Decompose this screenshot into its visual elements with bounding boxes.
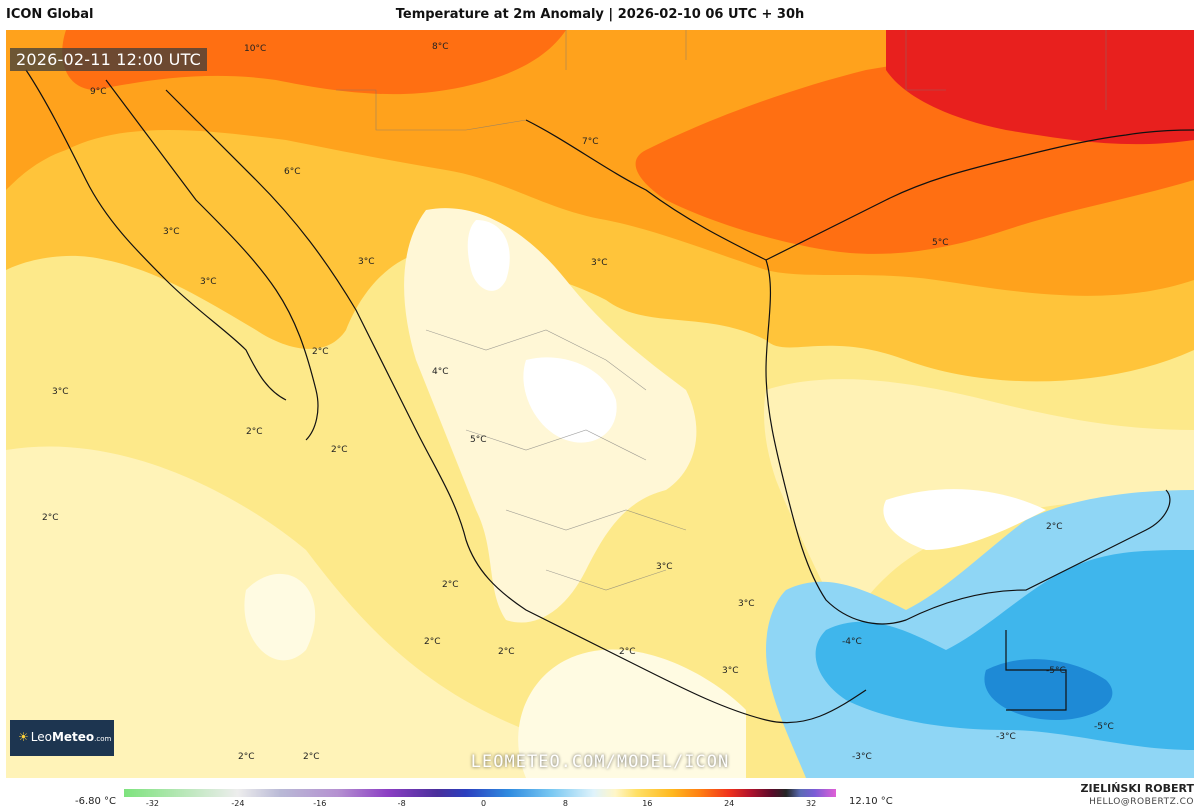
pacific-pale-south — [518, 649, 746, 778]
author-name: ZIELIŃSKI ROBERT — [1080, 782, 1194, 795]
baja-west-coast — [25, 69, 287, 401]
temp-label: 3°C — [722, 666, 739, 676]
white-transition-patch — [883, 489, 1046, 550]
coastlines — [25, 69, 1194, 724]
logo-prefix: Leo — [30, 730, 52, 744]
scale-tick: -24 — [231, 799, 245, 808]
temp-label: 5°C — [470, 435, 487, 445]
legend-max-value: 12.10 °C — [849, 796, 893, 807]
hot-red-core — [886, 30, 1194, 145]
us-gulf-coast — [765, 129, 1194, 261]
scale-tick: 32 — [805, 799, 817, 808]
temp-label: 2°C — [312, 347, 329, 357]
temp-label: 9°C — [90, 87, 107, 97]
mexican-state-borders — [425, 329, 687, 591]
temp-label: 2°C — [424, 637, 441, 647]
scale-tick: 24 — [724, 799, 735, 808]
us-state-borders — [565, 30, 1107, 110]
temp-label: 3°C — [591, 258, 608, 268]
logo-suffix: Meteo — [51, 730, 95, 744]
scale-tick: 0 — [481, 799, 487, 808]
legend-footer: -6.80 °C -32 -24 -16 -8 0 8 16 24 32 12.… — [0, 778, 1200, 812]
temp-label: 2°C — [303, 752, 320, 762]
us-mexico-border — [336, 89, 527, 131]
baja-east-coast — [105, 79, 319, 441]
temp-label: 2°C — [442, 580, 459, 590]
temp-label: -3°C — [852, 752, 872, 762]
temp-label: 3°C — [200, 277, 217, 287]
anomaly-map: 2026-02-11 12:00 UTC 10°C 8°C 9°C 7°C 6°… — [6, 30, 1194, 778]
chart-header: ICON Global Temperature at 2m Anomaly | … — [0, 0, 1200, 30]
valid-time-badge: 2026-02-11 12:00 UTC — [10, 48, 207, 71]
highland-white-patch-2 — [523, 357, 617, 443]
temp-label: -4°C — [842, 637, 862, 647]
cold-anomaly-deep — [984, 659, 1113, 720]
temp-label: 6°C — [284, 167, 301, 177]
temp-label: 2°C — [246, 427, 263, 437]
map-title: Temperature at 2m Anomaly | 2026-02-10 0… — [395, 7, 805, 22]
temp-label: -5°C — [1046, 666, 1066, 676]
scale-tick: 8 — [562, 799, 568, 808]
northwest-warm — [62, 30, 566, 95]
author-email[interactable]: HELLO@ROBERTZ.CO — [1089, 797, 1194, 807]
temp-label: 7°C — [582, 137, 599, 147]
model-name: ICON Global — [6, 7, 94, 22]
temp-label: 2°C — [238, 752, 255, 762]
belize-border — [1005, 630, 1067, 711]
temp-label: -3°C — [996, 732, 1016, 742]
anomaly-field — [6, 30, 1194, 778]
gulf-mainland-coast — [525, 119, 1171, 625]
source-watermark: LEOMETEO.COM/MODEL/ICON — [470, 752, 730, 772]
temp-label: 8°C — [432, 42, 449, 52]
logo-tld: .com — [94, 735, 112, 743]
temp-label: 3°C — [738, 599, 755, 609]
temp-label: 2°C — [42, 513, 59, 523]
temp-label: -5°C — [1094, 722, 1114, 732]
temp-label: 3°C — [52, 387, 69, 397]
sun-icon: ☀ — [18, 730, 29, 744]
highland-white-patch — [467, 220, 510, 291]
scale-tick: -32 — [145, 799, 160, 808]
temp-label: 4°C — [432, 367, 449, 377]
legend-min-value: -6.80 °C — [75, 796, 117, 807]
scale-tick: -16 — [313, 799, 327, 808]
color-scale-ticks: -32 -24 -16 -8 0 8 16 24 32 — [124, 799, 836, 811]
leometeo-logo[interactable]: ☀ LeoMeteo.com — [10, 720, 114, 756]
temp-label: 2°C — [498, 647, 515, 657]
temp-label: 2°C — [619, 647, 636, 657]
temp-label: 3°C — [656, 562, 673, 572]
temp-label: 10°C — [244, 44, 267, 54]
scale-tick: -8 — [397, 799, 406, 808]
pacific-pale-patch — [244, 573, 316, 661]
temp-label: 5°C — [932, 238, 949, 248]
color-scale-bar — [124, 789, 836, 797]
temp-label: 2°C — [331, 445, 348, 455]
temp-label: 3°C — [358, 257, 375, 267]
borders — [336, 30, 1107, 591]
temp-label: 2°C — [1046, 522, 1063, 532]
scale-tick: 16 — [642, 799, 653, 808]
pacific-mainland-coast — [165, 89, 867, 724]
temp-label: 3°C — [163, 227, 180, 237]
